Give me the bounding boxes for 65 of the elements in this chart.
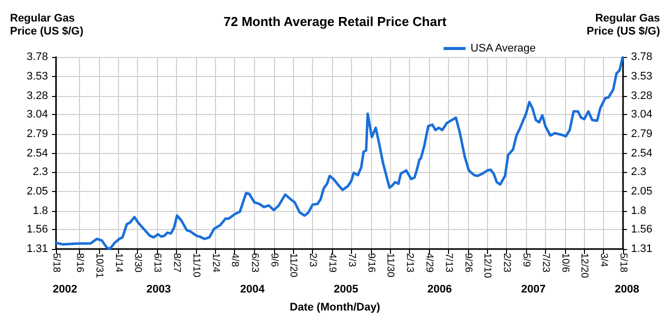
y2-tick-label: 3.04 — [631, 108, 652, 121]
y-tick-label: 3.78 — [26, 51, 48, 63]
x-tick-label: 4/29 — [424, 253, 434, 273]
y-tick-label: 2.3 — [32, 166, 48, 178]
y2-tick-label: 1.31 — [631, 243, 652, 255]
text: 2002 — [52, 284, 78, 296]
x-tick-label: 2/3 — [307, 253, 318, 268]
y-tick-label: 3.53 — [26, 70, 48, 82]
y-tick-label: 2.54 — [26, 147, 48, 160]
x-tick-label: 2/23 — [501, 253, 512, 273]
y-axis-title: Regular Gas Price (US $/G) — [10, 12, 84, 38]
x-tick-label: 3/30 — [132, 253, 144, 273]
x-tick-label: 8/27 — [171, 253, 182, 273]
legend-label: USA Average — [470, 42, 536, 54]
y-tick-label: 3.28 — [26, 90, 48, 102]
y2-tick-label: 1.56 — [631, 224, 652, 236]
x-tick-label: 5/18 — [50, 253, 62, 273]
x-axis-title: Date (Month/Day) — [290, 302, 381, 314]
x-tick-label: 10/6 — [559, 253, 570, 273]
text: 2007 — [521, 284, 546, 296]
x-tick-label: 5/9 — [520, 253, 532, 268]
x-tick-label: 11/20 — [288, 253, 299, 278]
x-tick-label: 5/18 — [618, 253, 628, 273]
x-tick-label: 8/16 — [74, 253, 85, 273]
y2-tick-label: 2.79 — [631, 128, 652, 140]
x-tick-label: 12/10 — [482, 253, 493, 278]
y2-tick-label: 3.78 — [631, 51, 652, 63]
text: 2003 — [146, 284, 171, 296]
x-tick-label: 9/26 — [462, 253, 474, 273]
x-tick-label: 6/23 — [248, 253, 260, 273]
text: 2008 — [614, 284, 640, 296]
x-tick-label: 7/23 — [540, 253, 551, 273]
line-series — [54, 56, 624, 250]
text: 2004 — [240, 284, 266, 296]
x-tick-label: 9/16 — [365, 253, 376, 273]
y-tick-label: 1.31 — [26, 243, 48, 255]
x-tick-label: 9/6 — [268, 253, 280, 268]
y2-tick-label: 2.05 — [631, 185, 652, 198]
y-tick-label: 1.56 — [26, 224, 48, 236]
y-tick-label: 1.8 — [32, 204, 48, 217]
x-tick-label: 10/31 — [93, 253, 104, 278]
y2-tick-label: 1.8 — [631, 204, 646, 217]
y2-tick-label: 3.28 — [631, 90, 652, 102]
x-tick-label: 6/13 — [152, 253, 163, 273]
x-tick-label: 7/13 — [442, 253, 454, 273]
x-tick-label: 1/14 — [112, 253, 124, 273]
chart-title: 72 Month Average Retail Price Chart — [224, 14, 448, 29]
text: 2005 — [334, 284, 358, 296]
y2-axis-title: Regular Gas Price (US $/G) — [586, 12, 660, 38]
y-tick-label: 3.04 — [26, 108, 48, 121]
x-tick-label: 4/8 — [229, 253, 240, 268]
x-tick-label: 2/13 — [404, 253, 416, 273]
y-tick-label: 2.79 — [26, 128, 48, 140]
x-tick-label: 4/19 — [326, 253, 338, 273]
x-tick-label: 12/20 — [578, 253, 590, 278]
x-tick-label: 3/4 — [598, 253, 610, 268]
y2-tick-label: 2.54 — [631, 147, 652, 160]
x-tick-label: 11/10 — [190, 253, 202, 278]
x-tick-label: 7/3 — [346, 253, 357, 268]
y2-tick-label: 2.3 — [631, 166, 646, 178]
y2-tick-label: 3.53 — [631, 70, 652, 82]
x-tick-label: 11/30 — [384, 253, 396, 278]
x-tick-label: 1/24 — [210, 253, 221, 273]
text: 2006 — [427, 284, 452, 296]
y-tick-label: 2.05 — [26, 185, 48, 198]
